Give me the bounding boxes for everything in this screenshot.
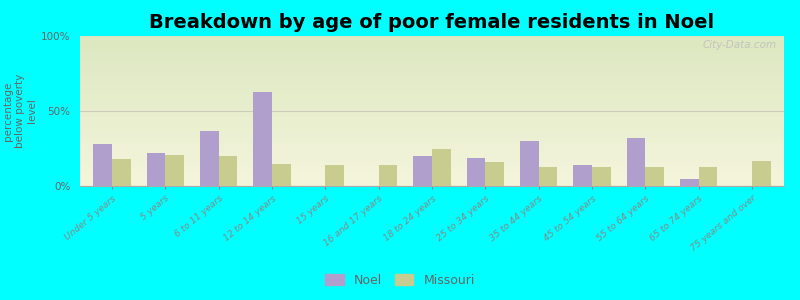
Bar [466, 158, 486, 186]
Bar [592, 167, 610, 186]
Bar [146, 153, 166, 186]
Bar [626, 138, 646, 186]
Bar [414, 156, 432, 186]
Bar [112, 159, 130, 186]
Bar [326, 165, 344, 186]
Bar [574, 165, 592, 186]
Bar [200, 130, 218, 186]
Bar [698, 167, 718, 186]
Bar [166, 154, 184, 186]
Bar [218, 156, 238, 186]
Bar [752, 160, 770, 186]
Bar [94, 144, 112, 186]
Title: Breakdown by age of poor female residents in Noel: Breakdown by age of poor female resident… [150, 13, 714, 32]
Text: City-Data.com: City-Data.com [703, 40, 777, 50]
Bar [486, 162, 504, 186]
Legend: Noel, Missouri: Noel, Missouri [322, 270, 478, 291]
Bar [378, 165, 398, 186]
Bar [680, 178, 698, 186]
Bar [538, 167, 558, 186]
Y-axis label: percentage
below poverty
level: percentage below poverty level [3, 74, 37, 148]
Bar [254, 92, 272, 186]
Bar [646, 167, 664, 186]
Bar [520, 141, 538, 186]
Bar [272, 164, 290, 186]
Bar [432, 148, 450, 186]
